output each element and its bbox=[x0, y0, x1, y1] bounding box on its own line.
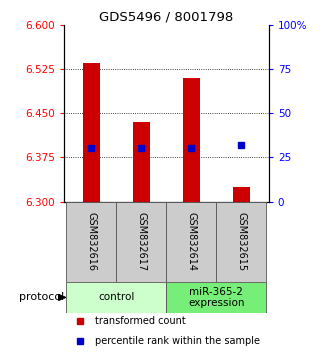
Text: miR-365-2
expression: miR-365-2 expression bbox=[188, 287, 244, 308]
Text: transformed count: transformed count bbox=[95, 316, 186, 326]
Bar bbox=[183, 78, 200, 201]
Text: GSM832616: GSM832616 bbox=[86, 212, 96, 272]
Text: protocol: protocol bbox=[19, 292, 65, 302]
Title: GDS5496 / 8001798: GDS5496 / 8001798 bbox=[99, 11, 234, 24]
Bar bbox=[233, 187, 250, 201]
Bar bbox=[216, 201, 266, 282]
Text: control: control bbox=[98, 292, 135, 302]
Bar bbox=[166, 282, 266, 313]
Text: GSM832615: GSM832615 bbox=[236, 212, 246, 272]
Bar bbox=[116, 201, 166, 282]
Bar bbox=[67, 282, 166, 313]
Bar bbox=[133, 122, 150, 201]
Bar bbox=[166, 201, 216, 282]
Bar bbox=[83, 63, 100, 201]
Text: percentile rank within the sample: percentile rank within the sample bbox=[95, 336, 260, 346]
Text: GSM832614: GSM832614 bbox=[186, 212, 196, 272]
Bar bbox=[67, 201, 116, 282]
Text: GSM832617: GSM832617 bbox=[136, 212, 147, 272]
